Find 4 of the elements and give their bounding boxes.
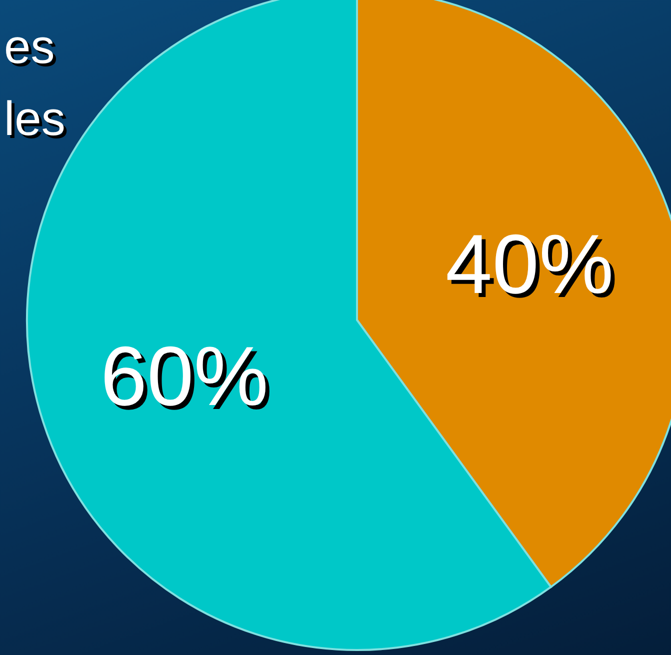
text: les bbox=[4, 92, 66, 147]
data-label: 60% bbox=[100, 329, 268, 424]
data-label: 40% bbox=[446, 216, 614, 311]
text: es bbox=[4, 20, 55, 75]
